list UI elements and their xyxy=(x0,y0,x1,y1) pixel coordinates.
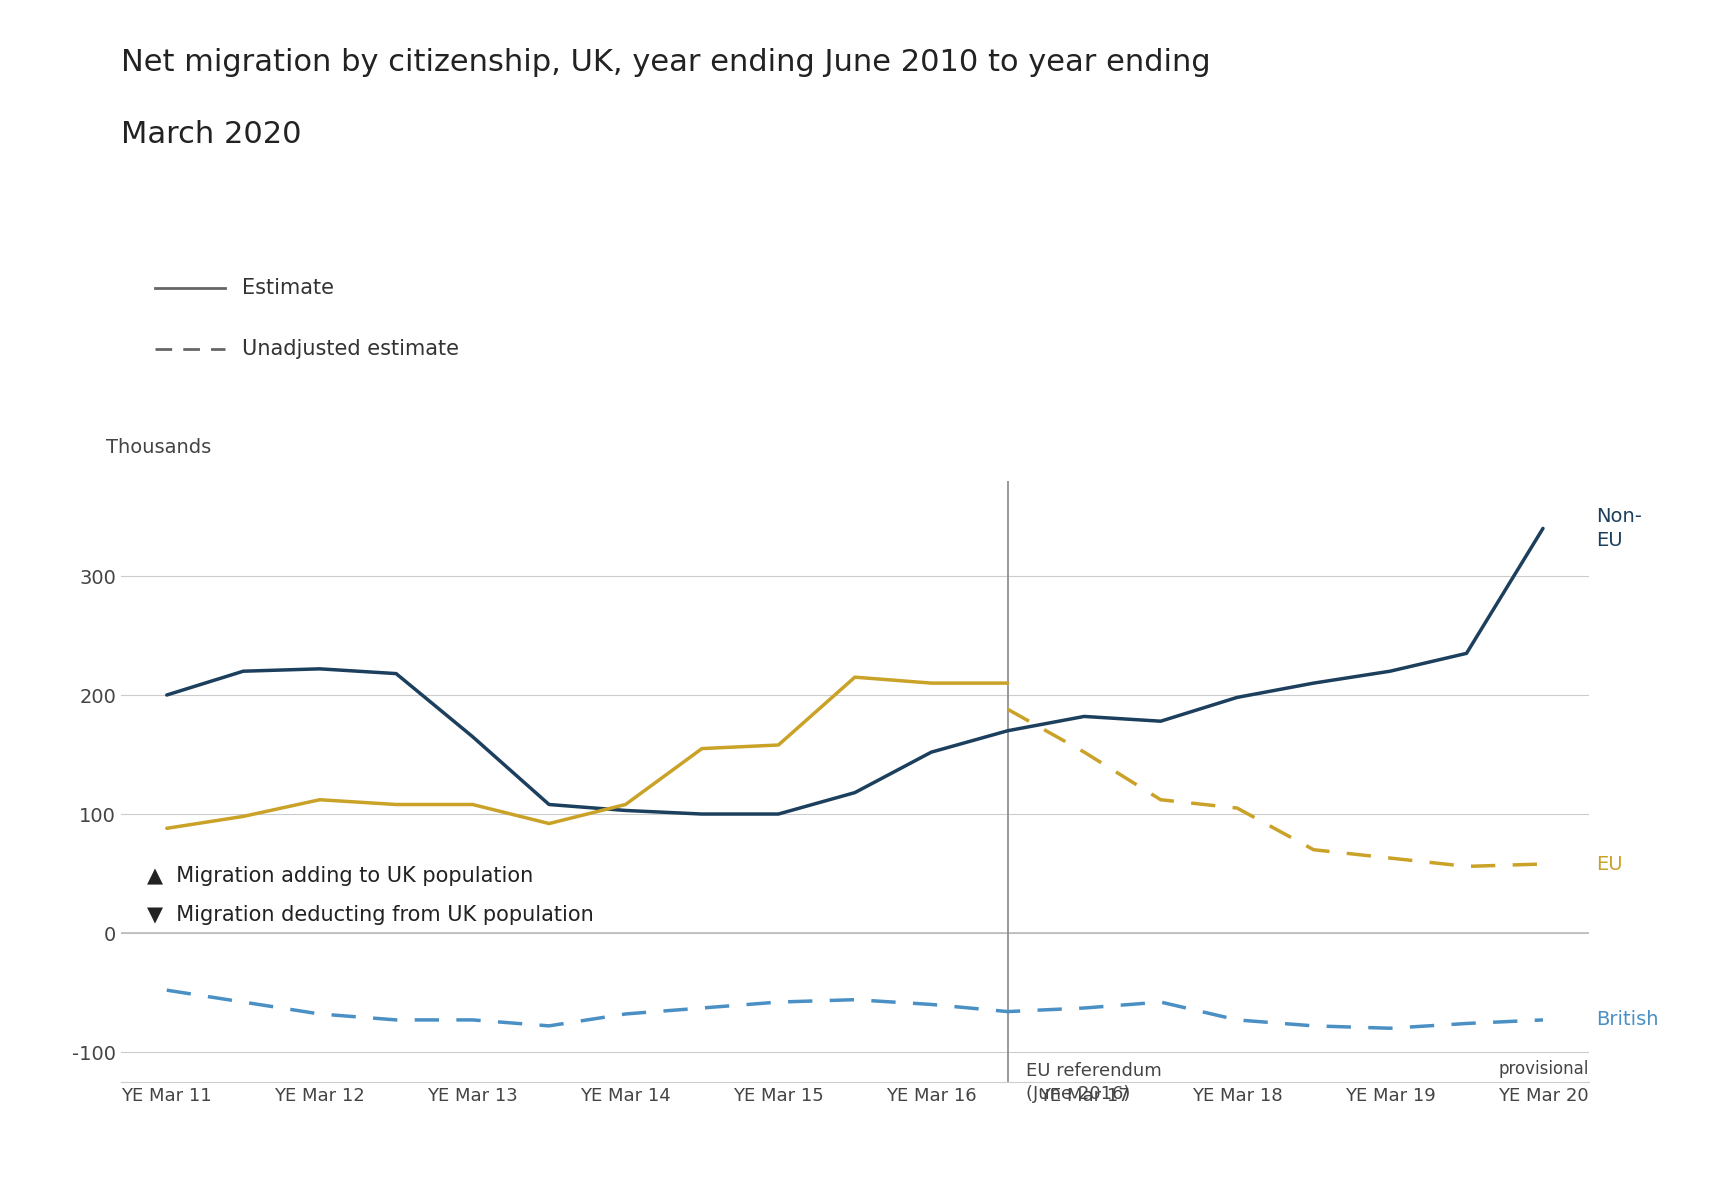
Text: Net migration by citizenship, UK, year ending June 2010 to year ending: Net migration by citizenship, UK, year e… xyxy=(121,48,1211,77)
Text: ▲  Migration adding to UK population: ▲ Migration adding to UK population xyxy=(147,865,534,886)
Text: Unadjusted estimate: Unadjusted estimate xyxy=(242,339,459,358)
Text: Estimate: Estimate xyxy=(242,279,333,298)
Text: Thousands: Thousands xyxy=(107,438,211,457)
Text: ▼  Migration deducting from UK population: ▼ Migration deducting from UK population xyxy=(147,905,594,926)
Text: Non-
EU: Non- EU xyxy=(1596,507,1642,549)
Text: EU referendum
(June 2016): EU referendum (June 2016) xyxy=(1026,1061,1162,1103)
Text: March 2020: March 2020 xyxy=(121,120,302,149)
Text: provisional: provisional xyxy=(1499,1060,1589,1078)
Text: EU: EU xyxy=(1596,855,1623,874)
Text: British: British xyxy=(1596,1011,1660,1029)
